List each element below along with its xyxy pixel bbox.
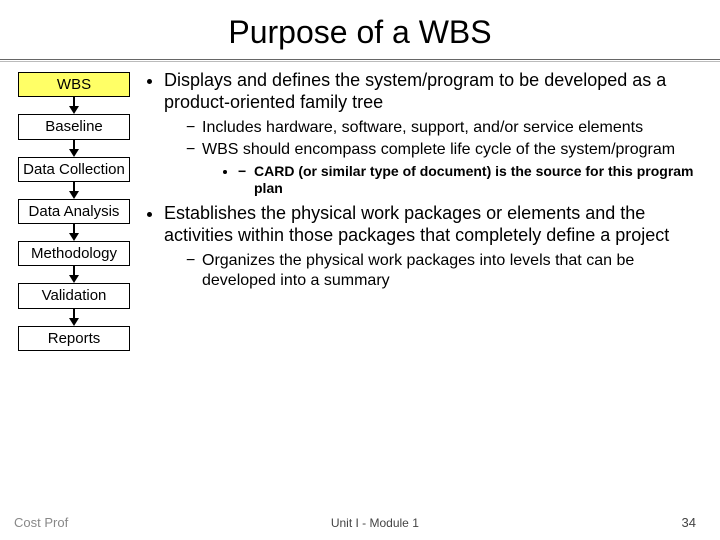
bullet-level2: Organizes the physical work packages int… xyxy=(186,251,708,290)
bullet-level1: Establishes the physical work packages o… xyxy=(164,203,708,290)
flow-box-reports: Reports xyxy=(18,326,130,351)
flow-box-methodology: Methodology xyxy=(18,241,130,266)
flow-arrow-icon xyxy=(73,97,75,114)
content-area: WBS Baseline Data Collection Data Analys… xyxy=(0,68,720,351)
bullet-text: Displays and defines the system/program … xyxy=(164,70,666,112)
slide-title: Purpose of a WBS xyxy=(0,0,720,59)
flow-box-data-collection: Data Collection xyxy=(18,157,130,182)
flow-arrow-icon xyxy=(73,266,75,283)
flow-arrow-icon xyxy=(73,182,75,199)
flow-arrow-icon xyxy=(73,224,75,241)
bullet-level3: CARD (or similar type of document) is th… xyxy=(238,163,708,197)
footer-module: Unit I - Module 1 xyxy=(68,516,681,530)
title-divider xyxy=(0,59,720,62)
flow-column: WBS Baseline Data Collection Data Analys… xyxy=(10,70,138,351)
bullet-level2: Includes hardware, software, support, an… xyxy=(186,118,708,138)
bullet-text: Establishes the physical work packages o… xyxy=(164,203,669,245)
flow-box-validation: Validation xyxy=(18,283,130,308)
footer-page-number: 34 xyxy=(682,515,696,530)
flow-box-wbs: WBS xyxy=(18,72,130,97)
bullets-column: Displays and defines the system/program … xyxy=(138,70,708,351)
bullet-text: WBS should encompass complete life cycle… xyxy=(202,141,675,158)
bullet-level2: WBS should encompass complete life cycle… xyxy=(186,140,708,197)
flow-arrow-icon xyxy=(73,140,75,157)
footer-brand: Cost Prof xyxy=(14,515,68,530)
flow-box-baseline: Baseline xyxy=(18,114,130,139)
slide-footer: Cost Prof Unit I - Module 1 34 xyxy=(0,515,720,530)
flow-box-data-analysis: Data Analysis xyxy=(18,199,130,224)
bullet-level1: Displays and defines the system/program … xyxy=(164,70,708,197)
flow-arrow-icon xyxy=(73,309,75,326)
